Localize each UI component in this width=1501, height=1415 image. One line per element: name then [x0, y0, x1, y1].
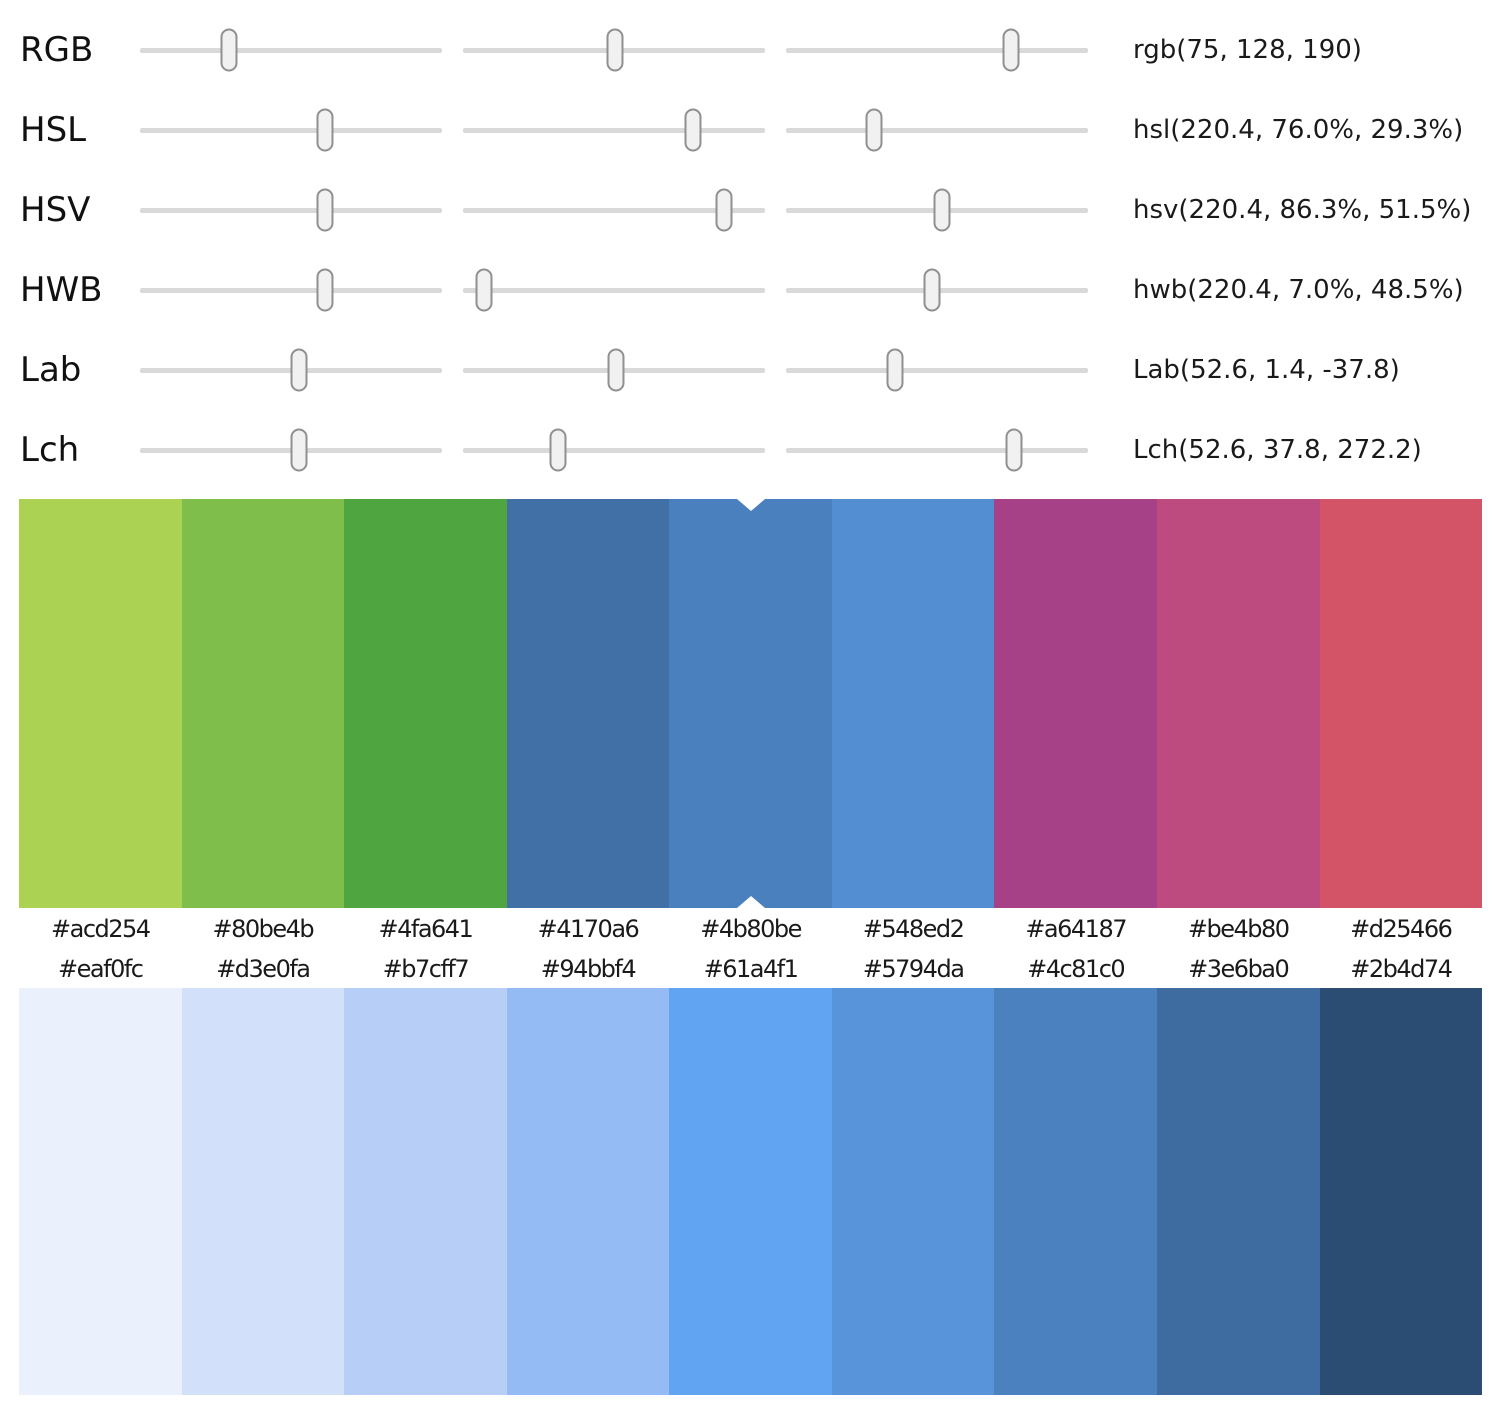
slider-track[interactable]	[786, 108, 1088, 152]
scale-hex-labels: #eaf0fc #d3e0fa #b7cff7 #94bbf4 #61a4f1 #5794…	[19, 950, 1482, 988]
slider-track[interactable]	[786, 268, 1088, 312]
slider-track[interactable]	[140, 428, 442, 472]
slider-track[interactable]	[463, 428, 765, 472]
color-model-label: HSV	[20, 190, 91, 230]
swatch-hex-label: #acd254	[51, 915, 151, 943]
slider-track[interactable]	[463, 188, 765, 232]
color-model-label: Lch	[20, 430, 80, 470]
slider-handle[interactable]	[316, 108, 334, 152]
palette-swatch[interactable]	[506, 988, 670, 1395]
slider-track[interactable]	[786, 428, 1088, 472]
swatch-hex-label: #eaf0fc	[58, 955, 144, 983]
slider-handle[interactable]	[886, 348, 904, 392]
palette-swatch[interactable]	[181, 988, 345, 1395]
slider-row-lab: Lab Lab(52.6, 1.4, -37.8)	[0, 330, 1501, 410]
slider-track[interactable]	[140, 348, 442, 392]
slider-handle[interactable]	[715, 188, 733, 232]
swatch-hex-label: #3e6ba0	[1188, 955, 1290, 983]
palette-swatch[interactable]	[506, 499, 670, 908]
palette-swatch[interactable]	[181, 499, 345, 908]
color-model-label: RGB	[20, 30, 94, 70]
slider-handle[interactable]	[684, 108, 702, 152]
swatch-hex-label: #be4b80	[1187, 915, 1290, 943]
swatch-hex-label: #4fa641	[378, 915, 473, 943]
swatch-hex-label: #94bbf4	[540, 955, 637, 983]
color-value-text: hwb(220.4, 7.0%, 48.5%)	[1133, 275, 1464, 305]
slider-handle[interactable]	[290, 428, 308, 472]
palette-swatch[interactable]	[344, 499, 507, 908]
swatch-hex-label: #b7cff7	[382, 955, 470, 983]
slider-handle[interactable]	[865, 108, 883, 152]
color-model-label: HWB	[20, 270, 103, 310]
palette-swatch[interactable]	[344, 988, 507, 1395]
harmony-hex-labels: #acd254 #80be4b #4fa641 #4170a6 #4b80be #548e…	[19, 908, 1482, 950]
slider-track[interactable]	[140, 268, 442, 312]
swatch-hex-label: #2b4d74	[1350, 955, 1453, 983]
swatch-hex-label: #4170a6	[537, 915, 640, 943]
palette-swatch[interactable]	[19, 988, 182, 1395]
swatch-hex-label: #d25466	[1350, 915, 1453, 943]
slider-track[interactable]	[463, 348, 765, 392]
selected-swatch-marker-bottom	[736, 896, 765, 908]
slider-handle[interactable]	[549, 428, 567, 472]
swatch-hex-label: #4b80be	[700, 915, 802, 943]
selected-swatch-marker-top	[736, 499, 765, 511]
swatch-hex-label: #61a4f1	[703, 955, 799, 983]
slider-track[interactable]	[786, 28, 1088, 72]
palette-swatch[interactable]	[994, 988, 1157, 1395]
slider-row-lch: Lch Lch(52.6, 37.8, 272.2)	[0, 410, 1501, 490]
slider-handle[interactable]	[316, 188, 334, 232]
harmony-palette	[19, 499, 1483, 908]
slider-handle[interactable]	[220, 28, 238, 72]
slider-handle[interactable]	[933, 188, 951, 232]
slider-track[interactable]	[140, 188, 442, 232]
palette-swatch[interactable]	[831, 988, 995, 1395]
slider-track[interactable]	[463, 28, 765, 72]
palette-swatch[interactable]	[669, 499, 832, 908]
slider-section: RGB rgb(75, 128, 190) HSL hsl(220.4, 76.0%,…	[0, 0, 1501, 490]
slider-row-rgb: RGB rgb(75, 128, 190)	[0, 10, 1501, 90]
slider-handle[interactable]	[290, 348, 308, 392]
palette-swatch[interactable]	[19, 499, 182, 908]
swatch-hex-label: #a64187	[1025, 915, 1127, 943]
color-model-label: HSL	[20, 110, 87, 150]
slider-track[interactable]	[140, 108, 442, 152]
scale-palette	[19, 988, 1483, 1395]
slider-row-hsv: HSV hsv(220.4, 86.3%, 51.5%)	[0, 170, 1501, 250]
palette-swatch[interactable]	[1319, 988, 1483, 1395]
slider-handle[interactable]	[606, 28, 624, 72]
slider-row-hsl: HSL hsl(220.4, 76.0%, 29.3%)	[0, 90, 1501, 170]
color-value-text: Lch(52.6, 37.8, 272.2)	[1133, 435, 1422, 465]
swatch-hex-label: #4c81c0	[1027, 955, 1126, 983]
slider-track[interactable]	[786, 188, 1088, 232]
slider-handle[interactable]	[1005, 428, 1023, 472]
color-value-text: hsv(220.4, 86.3%, 51.5%)	[1133, 195, 1472, 225]
slider-handle[interactable]	[923, 268, 941, 312]
swatch-hex-label: #80be4b	[212, 915, 315, 943]
slider-track[interactable]	[463, 108, 765, 152]
slider-handle[interactable]	[316, 268, 334, 312]
palette-swatch[interactable]	[831, 499, 995, 908]
palette-swatch[interactable]	[1156, 499, 1320, 908]
slider-row-hwb: HWB hwb(220.4, 7.0%, 48.5%)	[0, 250, 1501, 330]
slider-track[interactable]	[463, 268, 765, 312]
swatch-hex-label: #5794da	[862, 955, 965, 983]
slider-handle[interactable]	[607, 348, 625, 392]
swatch-hex-label: #d3e0fa	[216, 955, 311, 983]
color-value-text: hsl(220.4, 76.0%, 29.3%)	[1133, 115, 1464, 145]
slider-handle[interactable]	[1002, 28, 1020, 72]
slider-track[interactable]	[140, 28, 442, 72]
palette-swatch[interactable]	[1156, 988, 1320, 1395]
palette-swatch[interactable]	[994, 499, 1157, 908]
swatch-hex-label: #548ed2	[862, 915, 965, 943]
slider-handle[interactable]	[475, 268, 493, 312]
palette-swatch[interactable]	[1319, 499, 1483, 908]
color-model-label: Lab	[20, 350, 82, 390]
palette-swatch[interactable]	[669, 988, 832, 1395]
color-value-text: rgb(75, 128, 190)	[1133, 35, 1362, 65]
slider-track[interactable]	[786, 348, 1088, 392]
color-value-text: Lab(52.6, 1.4, -37.8)	[1133, 355, 1400, 385]
